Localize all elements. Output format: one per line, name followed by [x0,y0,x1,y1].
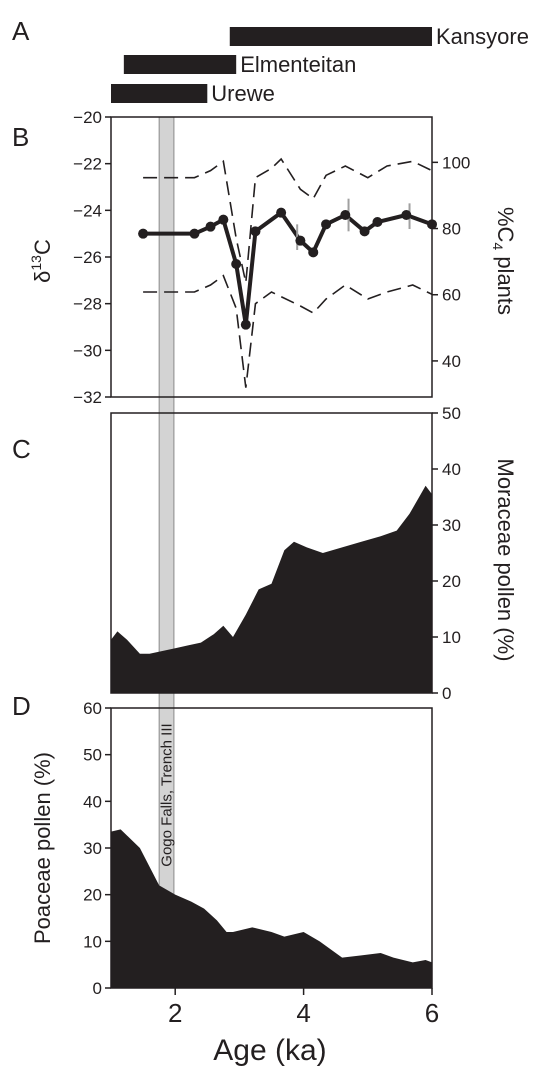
panel-label-c: C [12,434,31,464]
period-label-kansyore: Kansyore [436,24,529,49]
panel-b-data-point [205,221,216,232]
panel-b-right-tick-label: 60 [442,286,461,305]
panel-b-data-point [295,235,306,246]
highlight-band-label: Gogo Falls, Trench III [159,723,176,866]
panel-b-data-point [231,259,242,269]
panel-label-b: B [12,122,29,152]
panel-b-data-point [276,207,287,218]
panel-b-left-tick-label: −24 [73,201,102,220]
panel-d-tick-label: 30 [83,839,102,858]
panel-c-tick-label: 50 [442,404,461,423]
period-bar-urewe [111,84,208,103]
panel-b-left-tick-label: −32 [73,388,102,407]
panel-d-axis-title: Poaceae pollen (%) [30,752,55,944]
panel-d-tick-label: 0 [93,979,102,998]
panel-c-frame [110,412,433,694]
panel-b-mean-line [143,210,433,327]
panel-c-tick-label: 40 [442,460,461,479]
panel-b-left-axis-title: δ13C [28,239,55,283]
panel-b-data-point [359,226,370,237]
panel-b-left-tick-label: −30 [73,341,102,360]
panel-c-axis-title: Moraceae pollen (%) [493,459,518,662]
panel-b-left-tick-label: −22 [73,155,102,174]
panel-d-tick-label: 10 [83,932,102,951]
panel-b-data-point [321,219,332,230]
panel-b-right-axis-title: %C4 plants [490,207,518,315]
panel-b-right-tick-label: 100 [442,153,470,172]
panel-d-tick-label: 20 [83,886,102,905]
panel-c-tick-label: 20 [442,572,461,591]
panel-b-data-point [340,210,351,220]
panel-d-x-tick-label: 6 [425,998,439,1028]
panel-b-lower-bound-line [143,274,433,388]
period-bar-elmenteitan [123,55,237,74]
panel-b-data-point [308,247,319,258]
panel-b-left-tick-label: −20 [73,108,102,127]
panel-b-upper-bound-line [143,157,433,283]
panel-d-poaceae-chart: 0 10 20 30 40 50 60 2 4 6 [83,699,439,1028]
panel-b-right-tick-label: 40 [442,352,461,371]
panel-b-data-point [218,214,229,225]
panel-c-tick-label: 30 [442,516,461,535]
panel-b-left-tick-label: −26 [73,248,102,267]
period-label-elmenteitan: Elmenteitan [240,52,356,77]
panel-a-period-bars: Kansyore Elmenteitan Urewe [111,24,529,106]
period-label-urewe: Urewe [211,81,275,106]
panel-c-area [111,485,432,693]
x-axis-title: Age (ka) [213,1034,326,1067]
panel-b-data-point [138,228,149,239]
panel-c-tick-label: 0 [442,684,451,703]
panel-d-x-tick-label: 2 [168,998,182,1028]
panel-c-tick-label: 10 [442,628,461,647]
panel-b-data-point [250,226,261,237]
panel-d-tick-label: 40 [83,792,102,811]
panel-b-isotope-chart: −20 −22 −24 −26 −28 −30 −32 100 80 60 40 [73,108,470,407]
panel-c-moraceae-chart: 50 40 30 20 10 0 [110,404,461,703]
panel-b-data-point [240,319,251,330]
panel-b-data-point [372,217,383,227]
panel-d-area [111,829,432,988]
panel-d-tick-label: 50 [83,746,102,765]
panel-b-data-point [189,228,200,239]
panel-b-data-point [427,219,437,230]
panel-d-tick-label: 60 [83,699,102,718]
period-bar-kansyore [229,27,432,46]
panel-b-right-tick-label: 80 [442,220,461,239]
panel-label-a: A [12,16,30,46]
panel-d-x-tick-label: 4 [296,998,310,1028]
panel-b-data-point [401,210,412,220]
panel-b-left-tick-label: −28 [73,295,102,314]
panel-label-d: D [12,691,31,721]
